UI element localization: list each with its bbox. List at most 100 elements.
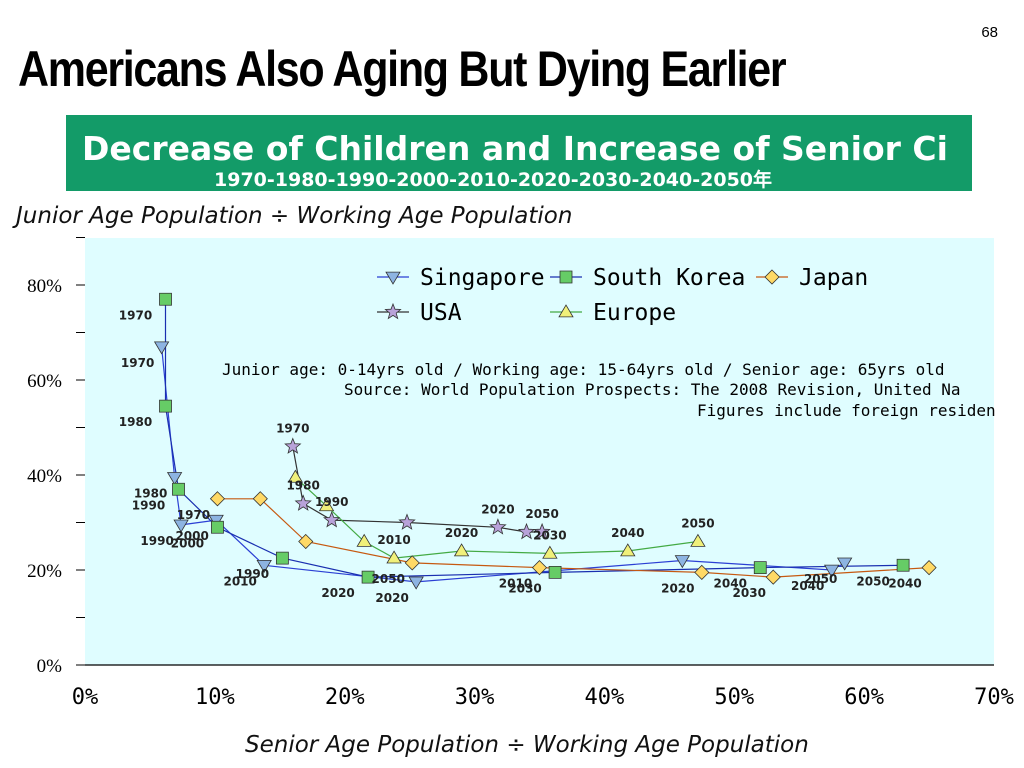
point-label-south-korea: 2030 xyxy=(508,581,541,595)
marker-japan xyxy=(404,555,420,571)
marker-usa xyxy=(284,437,302,454)
marker-europe xyxy=(453,543,470,557)
slide-title: Americans Also Aging But Dying Earlier xyxy=(18,41,787,97)
x-tick-label: 30% xyxy=(455,685,495,710)
marker-south-korea xyxy=(159,292,172,306)
note-line: Figures include foreign residen xyxy=(697,401,996,420)
point-label-singapore: 2040 xyxy=(791,579,824,593)
banner-years: 1970-1980-1990-2000-2010-2020-2030-2040-… xyxy=(214,169,773,191)
marker-japan xyxy=(765,569,781,585)
point-label-usa: 1970 xyxy=(276,422,309,436)
marker-south-korea xyxy=(211,520,224,534)
marker-japan xyxy=(694,564,710,580)
marker-singapore xyxy=(166,472,183,486)
marker-usa xyxy=(294,494,312,511)
marker-singapore xyxy=(256,559,272,574)
marker-south-korea xyxy=(172,482,185,496)
x-tick-label: 20% xyxy=(325,685,365,710)
point-label-usa: 2050 xyxy=(525,507,558,521)
marker-europe xyxy=(542,545,558,559)
marker-europe xyxy=(386,550,402,564)
point-label-europe: 2040 xyxy=(611,526,644,540)
marker-south-korea xyxy=(275,551,289,565)
y-tick-label: 40% xyxy=(27,466,62,487)
point-label-south-korea: 2040 xyxy=(714,577,747,591)
legend-label-singapore: Singapore xyxy=(420,265,545,291)
marker-singapore xyxy=(674,555,691,569)
legend-marker-singapore xyxy=(385,271,401,285)
legend: Singapore South Korea Japan USA Europe xyxy=(377,265,868,326)
point-label-singapore: 1990 xyxy=(140,534,173,548)
series-line-europe xyxy=(294,476,698,559)
plot-area xyxy=(85,238,994,665)
y-tick-label: 20% xyxy=(27,561,62,582)
point-label-south-korea: 1970 xyxy=(119,308,152,322)
point-label-singapore: 2010 xyxy=(223,574,256,588)
marker-usa xyxy=(489,518,507,535)
legend-marker-europe xyxy=(558,304,574,318)
marker-singapore xyxy=(153,341,170,355)
legend-marker-south-korea xyxy=(559,270,573,284)
x-tick-label: 10% xyxy=(195,685,235,710)
y-tick-label: 0% xyxy=(37,656,63,677)
point-label-japan: 2040 xyxy=(888,577,921,591)
point-label-singapore: 2020 xyxy=(375,591,408,605)
source-notes: Junior age: 0-14yrs old / Working age: 1… xyxy=(222,360,996,420)
legend-marker-usa xyxy=(384,302,402,320)
marker-japan xyxy=(252,491,268,507)
point-label-south-korea: 2000 xyxy=(171,536,204,550)
point-label-south-korea: 2050 xyxy=(856,574,889,588)
legend-label-south-korea: South Korea xyxy=(593,265,745,291)
point-label-europe: 2010 xyxy=(377,533,410,547)
point-label-japan: 1970 xyxy=(177,508,210,522)
subtitle-banner: Decrease of Children and Increase of Sen… xyxy=(66,115,972,191)
marker-usa xyxy=(533,522,551,540)
x-tick-label: 50% xyxy=(714,685,754,710)
series-markers xyxy=(153,292,937,590)
point-label-south-korea: 2020 xyxy=(321,586,354,600)
marker-usa xyxy=(323,510,341,528)
legend-marker-japan xyxy=(764,269,780,285)
marker-europe xyxy=(690,533,706,547)
legend-label-usa: USA xyxy=(420,300,462,326)
point-label-south-korea: 1980 xyxy=(119,415,152,429)
page-number: 68 xyxy=(981,24,998,41)
y-tick-label: 60% xyxy=(27,371,62,392)
point-label-usa: 1990 xyxy=(315,495,348,509)
marker-japan xyxy=(921,560,937,576)
marker-usa xyxy=(517,522,536,540)
marker-singapore xyxy=(823,564,840,578)
marker-usa xyxy=(398,513,416,530)
y-axis-label: Junior Age Population ÷ Working Age Popu… xyxy=(16,203,573,229)
point-label-europe: 2030 xyxy=(533,528,566,542)
y-tick-label: 80% xyxy=(27,276,62,297)
marker-south-korea xyxy=(753,561,767,575)
note-line: Junior age: 0-14yrs old / Working age: 1… xyxy=(222,360,944,379)
series-line-japan xyxy=(217,498,930,578)
marker-europe xyxy=(620,543,636,557)
point-label-south-korea: 1990 xyxy=(132,498,165,512)
point-label-japan: 2050 xyxy=(372,572,405,586)
marker-japan xyxy=(209,491,226,507)
point-label-japan: 2020 xyxy=(661,581,694,595)
point-label-usa: 2020 xyxy=(481,502,514,516)
point-label-japan: 2030 xyxy=(733,586,766,600)
point-label-europe: 2050 xyxy=(681,517,714,531)
marker-europe xyxy=(356,533,372,547)
marker-south-korea xyxy=(548,565,562,579)
marker-europe xyxy=(287,469,304,483)
point-label-singapore: 2000 xyxy=(175,529,208,543)
point-label-singapore: 1980 xyxy=(134,486,167,500)
marker-japan xyxy=(531,560,548,576)
axes: 0% 20% 40% 60% 80% 0% 10% 20% 30% 40% 50% 60% 70% xyxy=(27,237,1014,710)
point-label-singapore: 2050 xyxy=(804,572,837,586)
x-tick-label: 0% xyxy=(72,685,99,710)
legend-label-europe: Europe xyxy=(593,300,676,326)
marker-south-korea xyxy=(361,570,375,584)
marker-japan xyxy=(298,533,314,550)
x-axis-label: Senior Age Population ÷ Working Age Popu… xyxy=(245,732,809,758)
marker-singapore xyxy=(836,557,853,571)
legend-label-japan: Japan xyxy=(799,265,868,291)
point-label-japan: 2010 xyxy=(499,577,532,591)
